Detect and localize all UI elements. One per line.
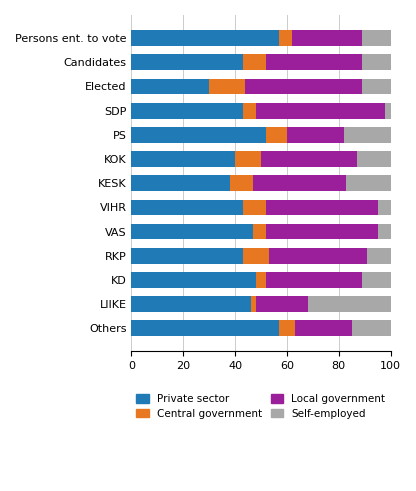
Bar <box>266 55 362 70</box>
Bar <box>362 30 391 46</box>
Bar <box>245 79 362 94</box>
Bar <box>256 272 266 288</box>
Bar <box>367 248 391 264</box>
Bar <box>269 248 367 264</box>
Bar <box>347 175 391 191</box>
Bar <box>256 103 385 118</box>
Bar <box>253 224 266 240</box>
Bar <box>243 199 266 215</box>
Bar <box>279 30 292 46</box>
Bar <box>131 321 279 336</box>
Bar <box>131 296 250 312</box>
Bar <box>243 55 266 70</box>
Bar <box>131 248 243 264</box>
Bar <box>131 103 243 118</box>
Bar <box>131 55 243 70</box>
Bar <box>261 151 357 167</box>
Bar <box>253 175 347 191</box>
Bar <box>209 79 245 94</box>
Bar <box>362 272 391 288</box>
Bar <box>266 224 378 240</box>
Bar <box>287 127 344 143</box>
Bar <box>266 127 287 143</box>
Bar <box>362 79 391 94</box>
Bar <box>250 296 256 312</box>
Bar <box>385 103 391 118</box>
Bar <box>131 79 209 94</box>
Bar <box>352 321 391 336</box>
Bar <box>344 127 391 143</box>
Bar <box>131 199 243 215</box>
Bar <box>357 151 391 167</box>
Bar <box>279 321 295 336</box>
Bar <box>131 175 230 191</box>
Bar <box>378 199 391 215</box>
Bar <box>243 248 269 264</box>
Bar <box>243 103 256 118</box>
Bar <box>235 151 261 167</box>
Bar <box>295 321 352 336</box>
Legend: Private sector, Central government, Local government, Self-employed: Private sector, Central government, Loca… <box>132 390 390 423</box>
Bar <box>230 175 253 191</box>
Bar <box>131 151 235 167</box>
Bar <box>292 30 362 46</box>
Bar <box>131 224 253 240</box>
Bar <box>378 224 391 240</box>
Bar <box>131 30 279 46</box>
Bar <box>256 296 307 312</box>
Bar <box>266 272 362 288</box>
Bar <box>131 272 256 288</box>
Bar <box>266 199 378 215</box>
Bar <box>131 127 266 143</box>
Bar <box>362 55 391 70</box>
Bar <box>307 296 391 312</box>
